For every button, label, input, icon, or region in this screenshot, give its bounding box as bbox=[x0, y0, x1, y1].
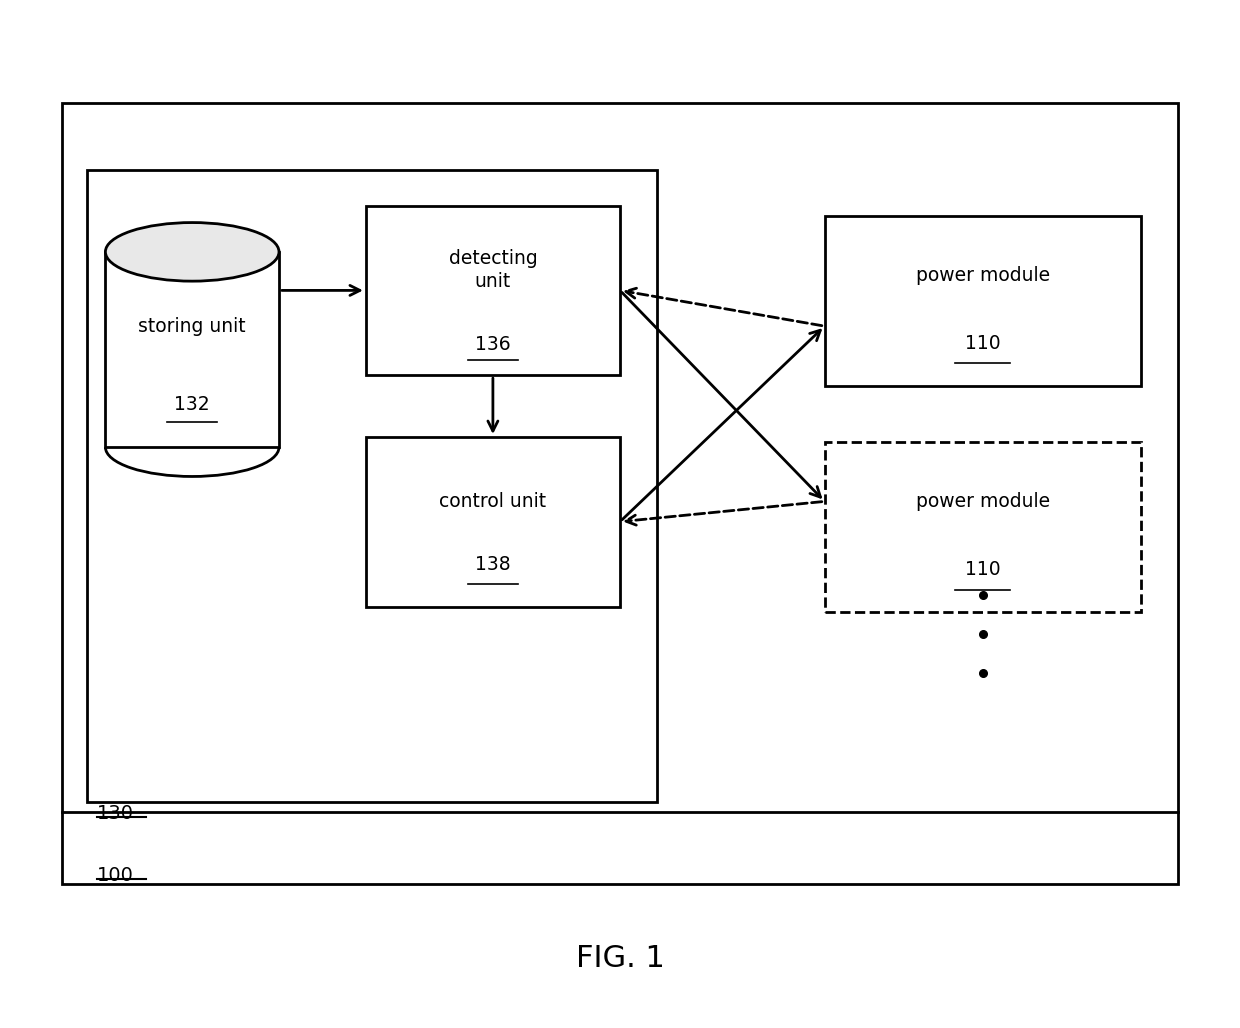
Text: 132: 132 bbox=[175, 395, 210, 413]
Text: 138: 138 bbox=[475, 555, 511, 574]
Text: power module: power module bbox=[915, 266, 1050, 285]
Bar bbox=[366, 206, 620, 375]
Text: FIG. 1: FIG. 1 bbox=[575, 944, 665, 972]
Bar bbox=[825, 216, 1141, 386]
Text: 110: 110 bbox=[965, 334, 1001, 353]
Text: 110: 110 bbox=[965, 560, 1001, 579]
Bar bbox=[105, 252, 279, 447]
Bar bbox=[366, 437, 620, 607]
Text: power module: power module bbox=[915, 492, 1050, 511]
Text: 100: 100 bbox=[97, 866, 134, 884]
Text: storing unit: storing unit bbox=[139, 317, 246, 335]
Ellipse shape bbox=[105, 223, 279, 282]
Bar bbox=[62, 103, 1178, 884]
Bar bbox=[825, 442, 1141, 612]
Text: 130: 130 bbox=[97, 804, 134, 822]
Text: 136: 136 bbox=[475, 335, 511, 355]
Bar bbox=[87, 170, 657, 802]
Text: detecting
unit: detecting unit bbox=[449, 249, 537, 291]
Text: control unit: control unit bbox=[439, 491, 547, 511]
